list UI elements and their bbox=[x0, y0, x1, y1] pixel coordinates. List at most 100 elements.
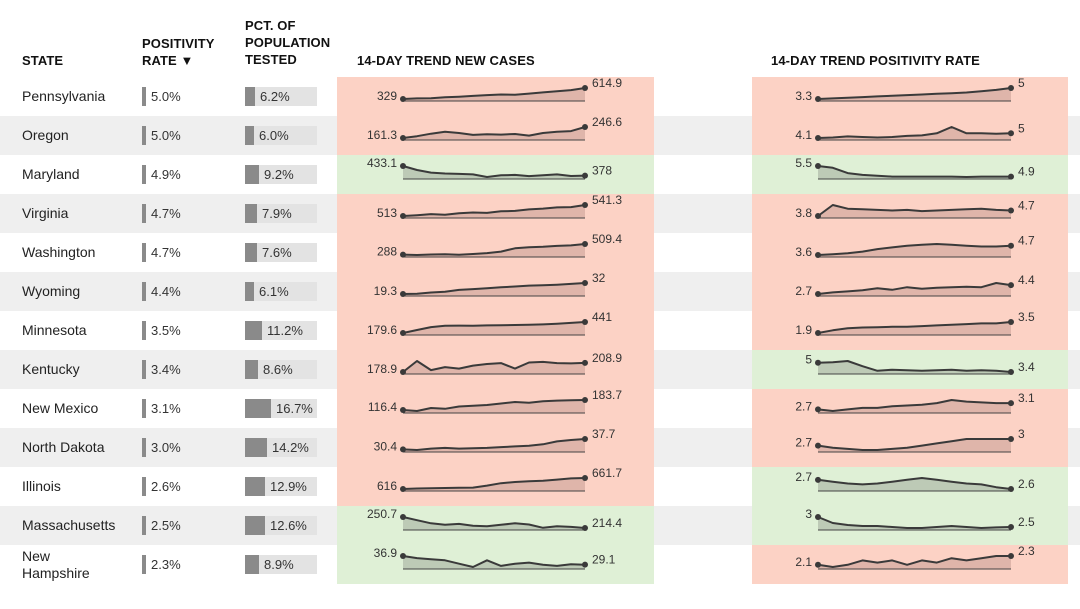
positivity-value: 5.0% bbox=[151, 89, 181, 104]
positivity-value: 3.5% bbox=[151, 323, 181, 338]
rate-trend-end-point bbox=[1008, 400, 1014, 407]
positivity-bar bbox=[142, 477, 146, 496]
tested-value: 11.2% bbox=[267, 323, 303, 338]
positivity-bar bbox=[142, 126, 146, 145]
rate-trend-end-label: 3.5 bbox=[1018, 310, 1035, 324]
rate-trend-end-label: 4.9 bbox=[1018, 165, 1035, 179]
rate-trend-start-point bbox=[815, 359, 821, 366]
rate-trend-start-label: 3.6 bbox=[795, 245, 812, 259]
rate-trend-line bbox=[817, 204, 1012, 217]
header-positivity-trend: 14-DAY TREND POSITIVITY RATE bbox=[771, 53, 980, 68]
tested-value: 12.6% bbox=[270, 518, 307, 533]
cases-trend-line bbox=[402, 204, 586, 217]
tested-bar-track: 6.2% bbox=[245, 87, 317, 106]
cases-trend-end-label: 214.4 bbox=[592, 516, 622, 530]
header-positivity-rate[interactable]: POSITIVITY RATE ▼ bbox=[142, 36, 215, 68]
tested-value: 8.6% bbox=[263, 362, 293, 377]
state-name: New Mexico bbox=[22, 400, 99, 416]
rate-trend-start-point bbox=[815, 135, 821, 141]
state-name: Wyoming bbox=[22, 283, 81, 299]
cases-trend-start-label: 250.7 bbox=[367, 507, 397, 521]
table-row: Illinois 2.6% 12.9% bbox=[0, 467, 1080, 506]
rate-trend-end-label: 4.4 bbox=[1018, 273, 1035, 287]
tested-bar-fill bbox=[245, 477, 265, 496]
cases-trend-end-label: 509.4 bbox=[592, 232, 622, 246]
tested-value: 12.9% bbox=[270, 479, 307, 494]
positivity-bar bbox=[142, 282, 146, 301]
tested-bar-track: 9.2% bbox=[245, 165, 317, 184]
cases-trend-start-label: 179.6 bbox=[367, 323, 397, 337]
rate-trend-start-point bbox=[815, 406, 821, 413]
rate-trend-start-point bbox=[815, 291, 821, 297]
tested-bar-fill bbox=[245, 360, 258, 379]
rate-trend-area bbox=[818, 556, 1011, 569]
cases-trend-end-point bbox=[582, 85, 588, 91]
cases-trend-start-label: 433.1 bbox=[367, 156, 397, 170]
rate-trend-end-label: 5 bbox=[1018, 76, 1025, 90]
rate-trend-start-label: 2.7 bbox=[795, 399, 812, 413]
cases-trend-area bbox=[403, 556, 585, 569]
cases-trend-end-point bbox=[582, 397, 588, 403]
state-name-line: New bbox=[22, 547, 51, 564]
tested-bar-track: 7.9% bbox=[245, 204, 317, 223]
rate-trend-line bbox=[817, 87, 1012, 100]
positivity-bar bbox=[142, 87, 146, 106]
cases-trend-start-point bbox=[400, 251, 406, 258]
rate-trend-background bbox=[752, 506, 1068, 545]
tested-bar-track: 12.6% bbox=[245, 516, 317, 535]
tested-bar-fill bbox=[245, 321, 262, 340]
cases-trend-end-label: 541.3 bbox=[592, 193, 622, 207]
cases-trend-start-point bbox=[400, 96, 406, 102]
tested-bar-fill bbox=[245, 204, 257, 223]
cases-trend-end-point bbox=[582, 124, 588, 130]
tested-bar-track: 6.0% bbox=[245, 126, 317, 145]
rate-trend-background bbox=[752, 155, 1068, 194]
cases-trend-end-point bbox=[582, 280, 588, 286]
table-row: Pennsylvania 5.0% 6.2% bbox=[0, 77, 1080, 116]
rate-trend-end-point bbox=[1008, 369, 1014, 375]
rate-trend-line bbox=[817, 321, 1012, 334]
tested-bar-track: 11.2% bbox=[245, 321, 317, 340]
cases-trend-start-point bbox=[400, 369, 406, 375]
rate-trend-line bbox=[817, 399, 1011, 412]
cases-trend-start-point bbox=[400, 486, 406, 492]
cases-trend-start-label: 616 bbox=[377, 479, 397, 493]
cases-trend-line bbox=[402, 126, 586, 139]
rate-trend-end-label: 4.7 bbox=[1018, 199, 1035, 213]
rate-trend-start-label: 2.7 bbox=[795, 436, 812, 450]
rate-trend-end-label: 3.4 bbox=[1018, 360, 1035, 374]
rate-trend-start-label: 2.1 bbox=[795, 555, 812, 569]
tested-bar-track: 12.9% bbox=[245, 477, 317, 496]
rate-trend-start-point bbox=[815, 476, 821, 483]
positivity-bar bbox=[142, 204, 146, 223]
rate-trend-end-point bbox=[1008, 436, 1014, 442]
cases-trend-end-point bbox=[582, 241, 588, 247]
cases-trend-line bbox=[402, 243, 586, 256]
cases-trend-end-point bbox=[582, 202, 588, 208]
table-row: Washington 4.7% 7.6% bbox=[0, 233, 1080, 272]
positivity-value: 4.7% bbox=[151, 206, 181, 221]
state-name-line: Hampshire bbox=[22, 564, 90, 581]
rate-trend-line bbox=[817, 165, 1011, 178]
positivity-bar bbox=[142, 516, 146, 535]
rate-trend-end-label: 2.6 bbox=[1018, 477, 1035, 491]
state-name: North Dakota bbox=[22, 439, 105, 455]
positivity-bar bbox=[142, 438, 146, 457]
cases-trend-end-label: 246.6 bbox=[592, 115, 622, 129]
cases-trend-end-label: 661.7 bbox=[592, 466, 622, 480]
positivity-value: 4.7% bbox=[151, 245, 181, 260]
positivity-value: 2.5% bbox=[151, 518, 181, 533]
cases-trend-line bbox=[402, 477, 586, 490]
tested-bar-track: 8.9% bbox=[245, 555, 317, 574]
state-name: Oregon bbox=[22, 127, 69, 143]
header-pct-tested[interactable]: PCT. OF POPULATION TESTED bbox=[245, 18, 331, 67]
rate-trend-end-point bbox=[1008, 486, 1014, 492]
rate-trend-end-label: 4.7 bbox=[1018, 234, 1035, 248]
rate-trend-start-label: 5.5 bbox=[795, 156, 812, 170]
rate-trend-end-point bbox=[1008, 553, 1014, 559]
cases-trend-line bbox=[402, 360, 586, 373]
tested-bar-track: 16.7% bbox=[245, 399, 317, 418]
rate-trend-area bbox=[818, 400, 1011, 413]
rate-trend-line bbox=[817, 555, 1011, 568]
positivity-bar bbox=[142, 555, 146, 574]
